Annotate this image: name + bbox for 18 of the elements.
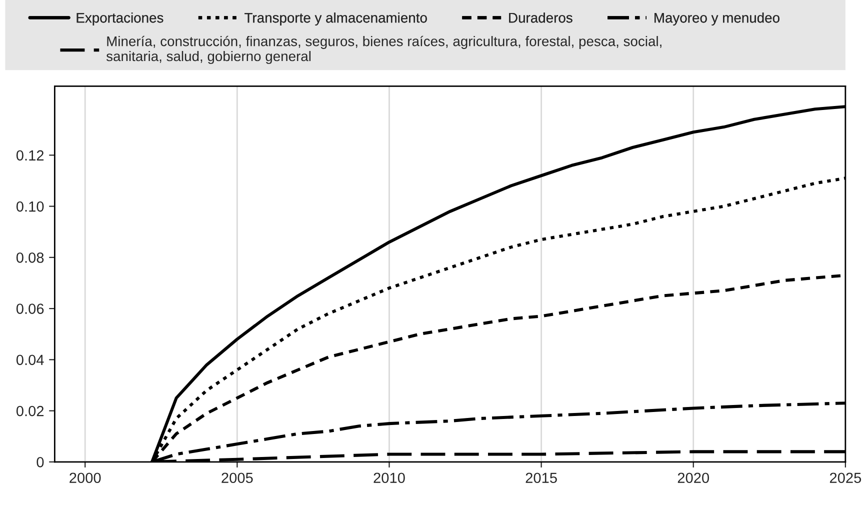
x-tick-label: 2010 — [374, 472, 405, 484]
legend-label: Transporte y almacenamiento — [244, 12, 427, 26]
y-tick-label: 0 — [36, 457, 44, 468]
y-tick-label: 0.08 — [16, 252, 44, 263]
y-tick-label: 0.04 — [16, 354, 44, 366]
x-tick-label: 2015 — [526, 472, 557, 484]
y-tick-label: 0.06 — [16, 304, 44, 314]
y-tick-label: 0.02 — [16, 406, 44, 416]
legend-label: Mayoreo y menudeo — [654, 12, 780, 26]
x-tick-label: 2005 — [222, 472, 253, 484]
legend-label: Exportaciones — [76, 12, 164, 26]
x-tick-label: 2020 — [678, 472, 710, 484]
y-tick-label: 0.12 — [16, 150, 44, 161]
legend-label: Duraderos — [509, 12, 572, 23]
x-tick-label: 2025 — [830, 472, 862, 484]
y-tick-label: 0.10 — [16, 201, 44, 212]
legend-label: Minería, construcción, finanzas, seguros, bienes raíces, agricultura, forestal, pesca, social, sanitaria, salud, gobierno general — [106, 36, 662, 64]
x-tick-label: 2000 — [70, 472, 101, 484]
